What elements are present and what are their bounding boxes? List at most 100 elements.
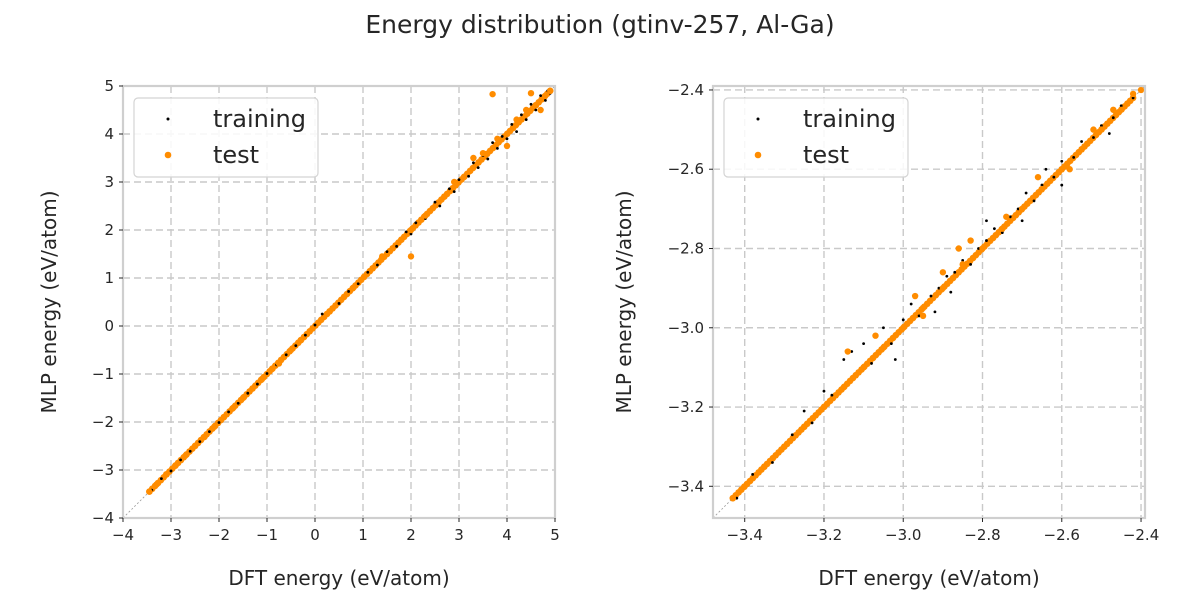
test-point bbox=[1034, 173, 1042, 181]
training-point bbox=[735, 496, 739, 500]
training-point bbox=[1131, 96, 1135, 100]
y-tick-label: 2 bbox=[104, 221, 114, 239]
x-tick-label: 4 bbox=[502, 526, 512, 544]
training-point bbox=[160, 477, 163, 481]
test-point bbox=[523, 106, 530, 114]
data-area bbox=[123, 86, 555, 518]
training-point bbox=[472, 161, 475, 165]
test-point bbox=[350, 284, 357, 291]
training-point bbox=[457, 178, 461, 182]
training-point bbox=[347, 290, 350, 293]
training-point bbox=[1016, 207, 1020, 211]
training-point bbox=[227, 410, 231, 414]
training-point bbox=[395, 244, 398, 248]
training-point bbox=[893, 358, 897, 361]
training-point bbox=[510, 123, 514, 126]
training-point bbox=[949, 290, 953, 294]
training-point bbox=[337, 302, 341, 305]
test-point bbox=[259, 375, 266, 382]
x-tick-label: −3 bbox=[160, 526, 182, 544]
test-point bbox=[955, 245, 962, 252]
training-point bbox=[1060, 183, 1064, 187]
training-point bbox=[1119, 104, 1123, 108]
plot-1: −4 −3 −2 −1 0 1 2 3 4 5 −4 −3 −2 −1 0 1 2 3 4 5 DFT energy (… bbox=[37, 77, 560, 590]
training-point bbox=[366, 270, 370, 274]
test-point bbox=[153, 481, 160, 488]
test-point bbox=[489, 90, 496, 98]
test-point bbox=[761, 463, 768, 470]
test-point bbox=[326, 308, 333, 315]
training-point bbox=[909, 302, 913, 306]
test-point bbox=[537, 106, 544, 114]
training-point bbox=[500, 135, 504, 138]
training-point bbox=[1020, 219, 1024, 223]
x-tick-label: 0 bbox=[310, 526, 320, 544]
training-point bbox=[188, 449, 192, 453]
test-point bbox=[781, 443, 788, 450]
test-point bbox=[872, 332, 879, 339]
training-point bbox=[385, 250, 389, 254]
test-point bbox=[249, 385, 256, 392]
training-point bbox=[284, 353, 288, 357]
legend-frame bbox=[133, 97, 319, 178]
test-point bbox=[729, 494, 737, 502]
test-point bbox=[542, 92, 549, 99]
training-point bbox=[1024, 191, 1028, 195]
training-point bbox=[217, 421, 221, 424]
x-axis-label: DFT energy (eV/atom) bbox=[228, 566, 449, 590]
training-point bbox=[810, 421, 814, 425]
training-point bbox=[862, 342, 866, 346]
x-tick-label: −2.4 bbox=[1123, 526, 1159, 544]
y-tick-label: 0 bbox=[104, 317, 114, 335]
training-point bbox=[937, 286, 941, 290]
training-point bbox=[1040, 183, 1044, 187]
legend-marker-training bbox=[756, 117, 760, 121]
training-point bbox=[534, 108, 538, 112]
training-point bbox=[870, 362, 873, 365]
test-point bbox=[800, 423, 808, 431]
training-point bbox=[945, 274, 949, 278]
axes-frame bbox=[121, 84, 557, 520]
x-axis-label: DFT energy (eV/atom) bbox=[818, 566, 1039, 590]
y-tick-label: −3 bbox=[92, 461, 114, 479]
data-area bbox=[713, 86, 1145, 518]
training-point bbox=[179, 458, 183, 462]
test-point bbox=[163, 471, 170, 478]
legend: training test bbox=[723, 97, 909, 178]
training-point bbox=[320, 312, 324, 316]
test-point bbox=[513, 116, 520, 123]
x-tick-label: 1 bbox=[358, 526, 368, 544]
test-point bbox=[407, 226, 415, 234]
test-point bbox=[532, 102, 539, 109]
training-point bbox=[917, 314, 921, 318]
test-point bbox=[840, 384, 847, 391]
training-point bbox=[1100, 124, 1103, 128]
series-training bbox=[735, 88, 1143, 500]
legend-label-training: training bbox=[213, 105, 306, 133]
figure-title: Energy distribution (gtinv-257, Al-Ga) bbox=[365, 10, 834, 39]
test-point bbox=[1058, 166, 1065, 173]
training-point bbox=[1092, 136, 1095, 139]
test-point bbox=[844, 348, 851, 355]
legend-frame bbox=[723, 97, 909, 178]
training-point bbox=[1111, 116, 1115, 120]
test-point bbox=[211, 423, 218, 430]
axes-frame bbox=[711, 84, 1147, 520]
x-tick-label: −3.0 bbox=[885, 526, 921, 544]
training-point bbox=[515, 130, 518, 134]
test-point bbox=[1137, 86, 1145, 94]
training-point bbox=[901, 318, 905, 322]
training-point bbox=[246, 391, 250, 395]
series-test bbox=[729, 86, 1145, 502]
test-point bbox=[1118, 106, 1125, 113]
y-tick-label: −3.0 bbox=[668, 319, 704, 337]
training-point bbox=[1060, 159, 1064, 163]
training-point bbox=[1107, 132, 1111, 135]
training-point bbox=[448, 187, 451, 191]
legend-label-test: test bbox=[803, 141, 849, 169]
training-point bbox=[452, 190, 456, 194]
training-point bbox=[409, 232, 413, 236]
training-point bbox=[404, 230, 408, 234]
